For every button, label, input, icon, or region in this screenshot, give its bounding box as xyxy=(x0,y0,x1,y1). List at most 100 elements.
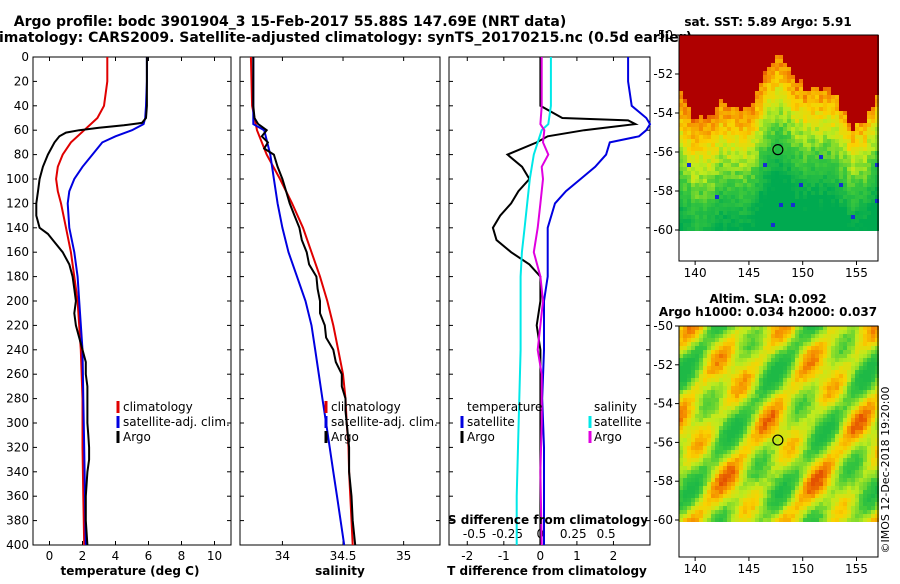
map-cell xyxy=(863,187,867,191)
map-cell xyxy=(711,211,715,215)
map-cell xyxy=(803,486,807,490)
map-cell xyxy=(871,223,875,227)
map-cell xyxy=(783,203,787,207)
map-cell xyxy=(727,446,731,450)
map-cell xyxy=(727,191,731,195)
map-cell xyxy=(835,147,839,151)
map-cell xyxy=(871,370,875,374)
map-cell xyxy=(703,498,707,502)
map-cell xyxy=(863,474,867,478)
map-cell xyxy=(751,374,755,378)
map-cell xyxy=(767,183,771,187)
map-cell xyxy=(751,474,755,478)
map-cell xyxy=(807,103,811,107)
map-cell xyxy=(771,410,775,414)
map-cell xyxy=(775,334,779,338)
map-cell xyxy=(791,382,795,386)
map-cell xyxy=(783,474,787,478)
map-cell xyxy=(767,179,771,183)
map-cell xyxy=(803,63,807,67)
map-cell xyxy=(799,147,803,151)
map-cell xyxy=(803,378,807,382)
map-cell xyxy=(767,79,771,83)
map-cell xyxy=(703,147,707,151)
map-cell xyxy=(795,414,799,418)
map-cell xyxy=(827,458,831,462)
map-cell xyxy=(775,398,779,402)
map-cell xyxy=(735,199,739,203)
map-cell xyxy=(791,438,795,442)
map-cell xyxy=(683,406,687,410)
map-cell xyxy=(719,474,723,478)
map-cell xyxy=(743,151,747,155)
map-cell xyxy=(803,490,807,494)
map-cell xyxy=(739,183,743,187)
map-cell xyxy=(815,386,819,390)
map-cell xyxy=(859,474,863,478)
map-cell xyxy=(691,143,695,147)
map-cell xyxy=(707,402,711,406)
map-cell xyxy=(823,370,827,374)
map-cell xyxy=(831,338,835,342)
map-cell xyxy=(683,430,687,434)
map-cell xyxy=(727,219,731,223)
map-cell xyxy=(747,486,751,490)
map-cell xyxy=(847,115,851,119)
map-cell xyxy=(871,179,875,183)
map-cell xyxy=(831,155,835,159)
map-cell xyxy=(819,414,823,418)
map-cell xyxy=(791,458,795,462)
map-cell xyxy=(851,47,855,51)
map-cell xyxy=(699,219,703,223)
map-cell xyxy=(751,203,755,207)
map-cell xyxy=(799,191,803,195)
map-cell xyxy=(687,430,691,434)
map-cell xyxy=(707,382,711,386)
map-cell xyxy=(699,199,703,203)
map-cell xyxy=(767,462,771,466)
map-cell xyxy=(767,346,771,350)
map-cell xyxy=(707,171,711,175)
map-cell xyxy=(795,167,799,171)
map-cell xyxy=(855,59,859,63)
map-cell xyxy=(811,55,815,59)
map-cell xyxy=(823,334,827,338)
map-cell xyxy=(767,358,771,362)
map-cell xyxy=(795,390,799,394)
map-cell xyxy=(795,127,799,131)
map-cell xyxy=(859,215,863,219)
map-cell xyxy=(795,179,799,183)
map-cell xyxy=(867,410,871,414)
map-cell xyxy=(863,426,867,430)
map-cell xyxy=(751,418,755,422)
map-cell xyxy=(699,406,703,410)
map-cell xyxy=(727,163,731,167)
map-cell xyxy=(731,207,735,211)
map-cell xyxy=(691,155,695,159)
map-cell xyxy=(699,434,703,438)
map-cell xyxy=(763,187,767,191)
map-cell xyxy=(751,446,755,450)
map-cell xyxy=(843,39,847,43)
map-cell xyxy=(803,87,807,91)
map-cell xyxy=(799,402,803,406)
map-cell xyxy=(751,406,755,410)
map-cell xyxy=(775,454,779,458)
map-cell xyxy=(831,47,835,51)
map-cell xyxy=(839,418,843,422)
map-cell xyxy=(755,203,759,207)
map-cell xyxy=(735,155,739,159)
map-cell xyxy=(795,99,799,103)
map-cell xyxy=(863,223,867,227)
map-cell xyxy=(695,438,699,442)
map-cell xyxy=(695,143,699,147)
map-cell xyxy=(775,506,779,510)
map-cell xyxy=(823,47,827,51)
map-cell xyxy=(811,79,815,83)
map-cell xyxy=(691,474,695,478)
map-cell xyxy=(863,47,867,51)
map-cell xyxy=(743,103,747,107)
map-cell xyxy=(859,111,863,115)
map-cell xyxy=(815,334,819,338)
map-cell xyxy=(795,199,799,203)
